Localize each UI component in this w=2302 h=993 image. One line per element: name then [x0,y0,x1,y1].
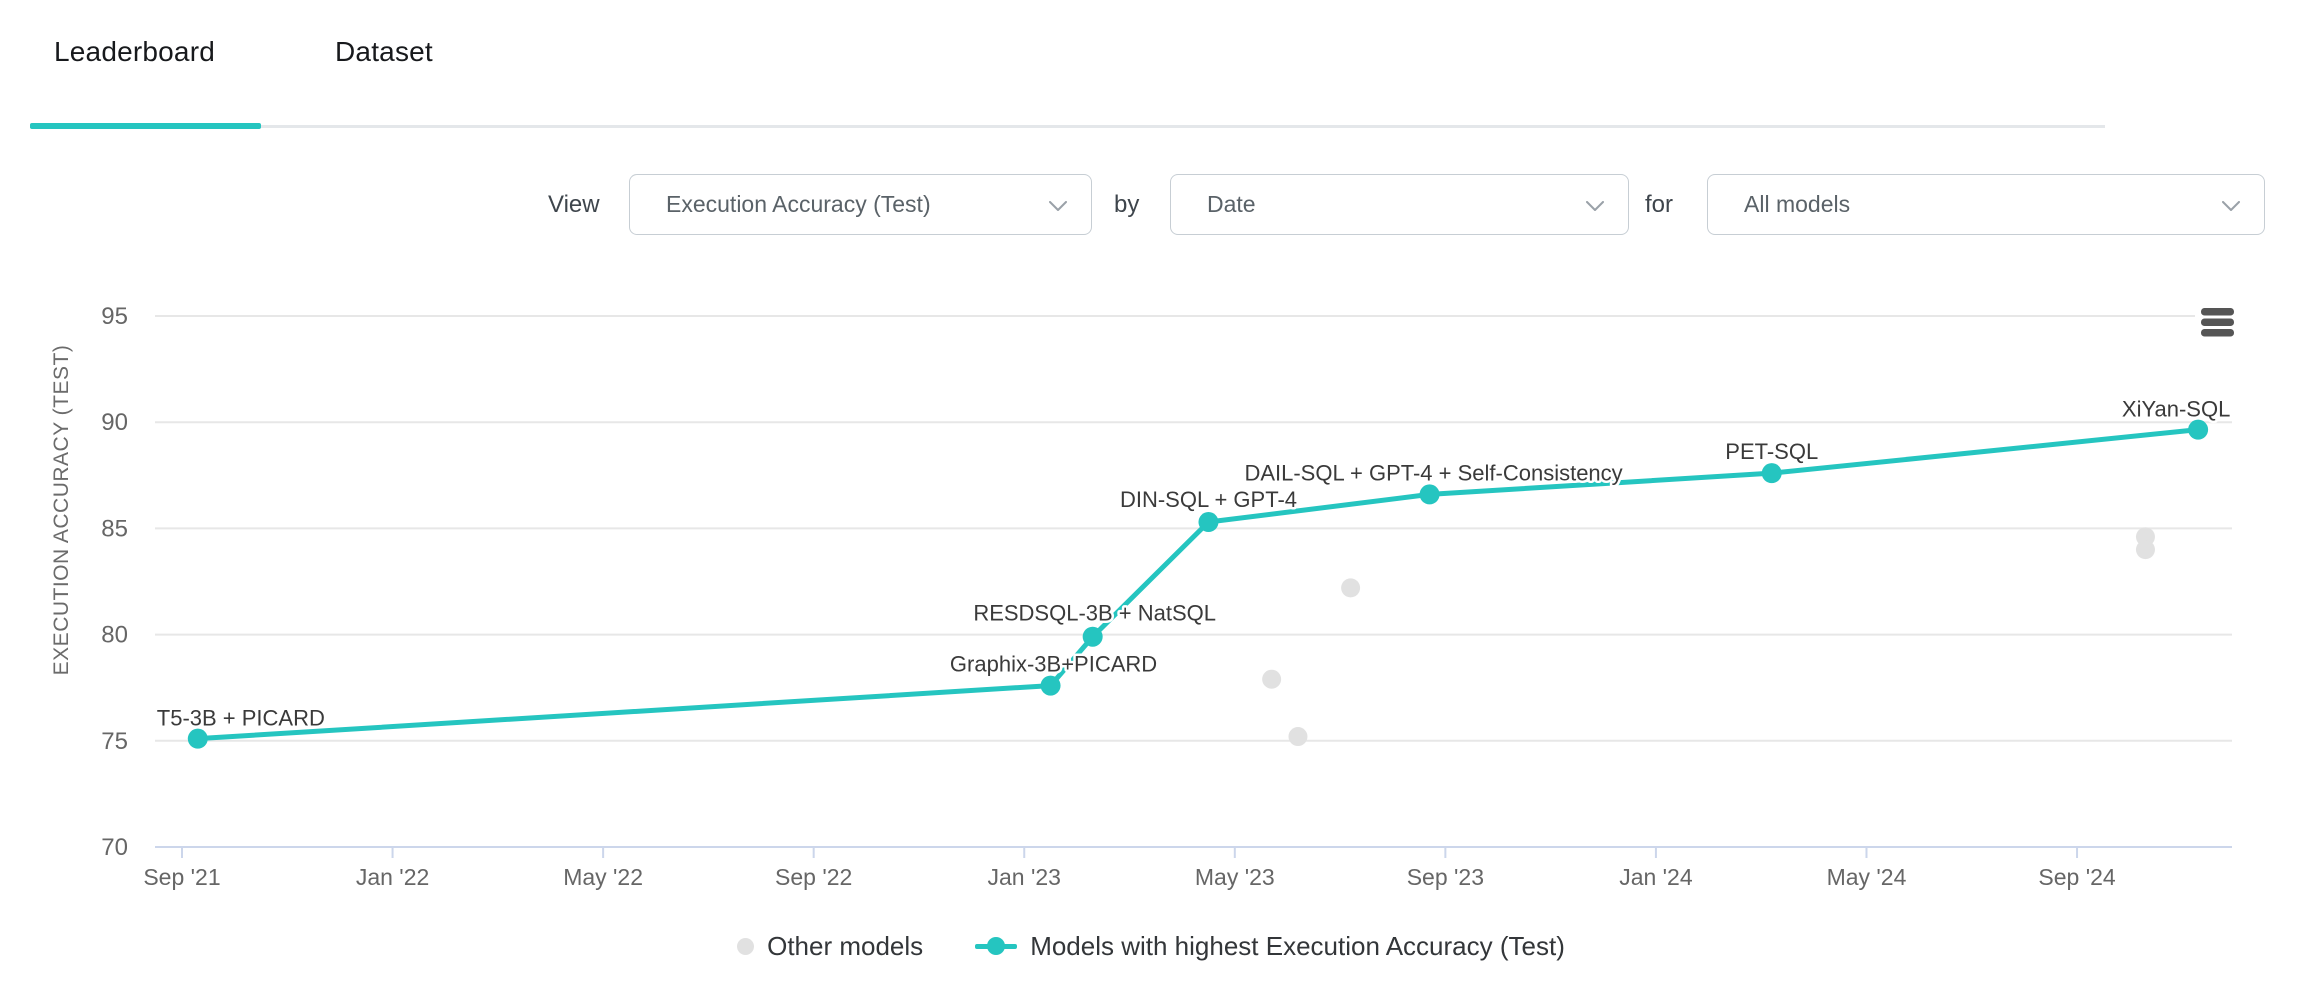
legend-label: Models with highest Execution Accuracy (… [1030,930,1565,961]
x-tick-label: Sep '22 [775,864,852,890]
tabbar-divider [30,125,2105,128]
tab-leaderboard[interactable]: Leaderboard [54,36,215,67]
axis-select-value: Date [1207,191,1256,217]
data-point-label: RESDSQL-3B + NatSQL [973,601,1216,626]
data-point-other-model[interactable] [1341,578,1361,598]
chevron-down-icon [2222,201,2240,212]
x-tick-label: May '22 [563,864,643,890]
y-tick-label: 70 [101,834,128,861]
legend-item-other-models[interactable]: Other models [737,931,923,962]
hamburger-bar [2201,329,2234,337]
x-tick-label: May '23 [1195,864,1275,890]
data-point-din-sql-gpt-4[interactable] [1198,512,1219,533]
y-tick-label: 80 [101,622,128,649]
y-tick-label: 85 [101,515,128,542]
y-tick-label: 75 [101,728,128,755]
data-point-label: T5-3B + PICARD [157,706,325,731]
data-point-pet-sql[interactable] [1761,463,1782,484]
x-tick-label: May '24 [1827,864,1907,890]
data-point-other-model[interactable] [1288,727,1308,747]
view-label: View [548,191,600,218]
data-point-label: PET-SQL [1725,439,1818,464]
x-tick-label: Sep '23 [1407,864,1484,890]
models-filter-value: All models [1744,191,1851,217]
chart-legend: Other models Models with highest Executi… [0,925,2302,967]
metric-select[interactable]: Execution Accuracy (Test) [629,174,1092,235]
x-tick-label: Sep '21 [143,864,220,890]
best-models-marker-icon [975,936,1018,956]
hamburger-bar [2201,318,2234,326]
hamburger-bar [2201,308,2234,316]
data-point-graphix-3b-picard[interactable] [1040,675,1061,696]
legend-label: Other models [767,930,924,961]
data-point-xiyan-sql[interactable] [2188,419,2209,440]
x-tick-label: Jan '24 [1619,864,1693,890]
data-point-resdsql-3b-natsql[interactable] [1082,626,1103,647]
data-point-other-model[interactable] [2135,540,2155,560]
other-models-marker-icon [737,937,755,955]
x-tick-label: Sep '24 [2038,864,2115,890]
tab-dataset[interactable]: Dataset [335,36,433,67]
data-point-label: Graphix-3B+PICARD [950,652,1157,677]
x-tick-label: Jan '22 [356,864,429,890]
data-point-label: DIN-SQL + GPT-4 [1120,487,1297,512]
models-filter-select[interactable]: All models [1707,174,2265,235]
legend-item-best-models[interactable]: Models with highest Execution Accuracy (… [975,931,1565,962]
data-point-t5-3b-picard[interactable] [187,728,208,749]
best-models-line [195,427,2201,742]
for-label: for [1645,191,1674,218]
x-tick-label: Jan '23 [988,864,1061,890]
data-point-other-model[interactable] [1262,669,1282,689]
by-label: by [1114,191,1140,218]
data-point-label: DAIL-SQL + GPT-4 + Self-Consistency [1244,460,1622,485]
y-axis-title: EXECUTION ACCURACY (TEST) [50,345,73,676]
chart-menu-icon[interactable] [2201,308,2234,337]
y-tick-label: 90 [101,409,128,436]
axis-select[interactable]: Date [1170,174,1629,235]
metric-select-value: Execution Accuracy (Test) [666,191,931,217]
data-point-label: XiYan-SQL [2122,397,2230,422]
tab-active-underline [30,123,261,129]
chevron-down-icon [1586,201,1604,212]
data-point-dail-sql-gpt-4-self-consistency[interactable] [1419,484,1440,505]
y-tick-label: 95 [101,303,128,330]
chevron-down-icon [1049,201,1067,212]
